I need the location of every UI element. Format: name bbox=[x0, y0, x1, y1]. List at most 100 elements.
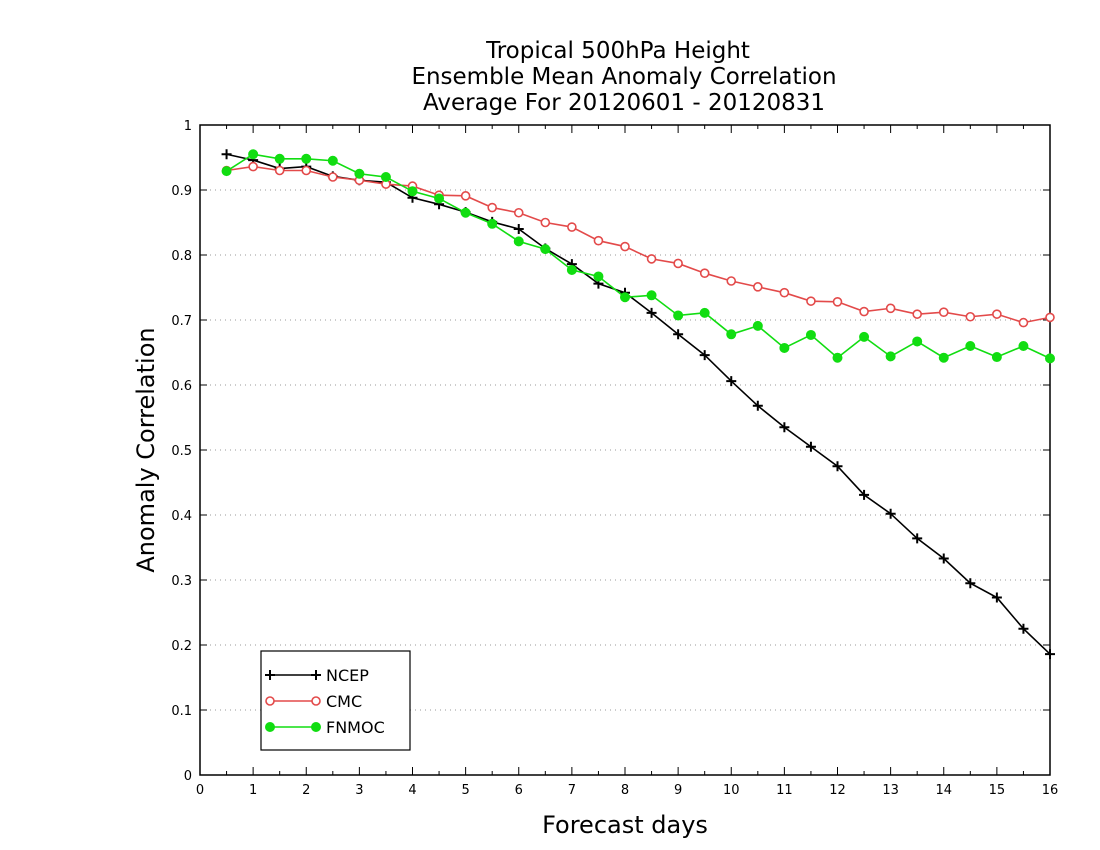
point-cmc bbox=[460, 191, 471, 201]
point-fnmoc bbox=[1045, 353, 1055, 364]
x-tick-label: 12 bbox=[829, 783, 846, 798]
point-cmc bbox=[912, 309, 922, 319]
x-tick-label: 6 bbox=[515, 783, 523, 798]
x-axis-label: Forecast days bbox=[542, 811, 708, 839]
point-cmc bbox=[779, 287, 790, 298]
y-tick-label: 0.5 bbox=[171, 444, 192, 459]
point-ncep bbox=[726, 376, 737, 387]
title-line-3: Average For 20120601 - 20120831 bbox=[423, 90, 825, 116]
x-tick-label: 13 bbox=[882, 783, 899, 798]
title-line-1: Tropical 500hPa Height bbox=[485, 38, 750, 64]
x-tick-label: 8 bbox=[621, 783, 629, 798]
x-tick-label: 2 bbox=[302, 783, 310, 798]
point-cmc bbox=[1045, 312, 1055, 323]
point-fnmoc bbox=[248, 149, 259, 160]
legend-marker-fnmoc bbox=[265, 722, 275, 732]
x-tick-label: 1 bbox=[249, 783, 257, 798]
x-tick-label: 14 bbox=[935, 783, 952, 798]
point-cmc bbox=[673, 258, 683, 269]
point-cmc bbox=[885, 303, 896, 314]
x-tick-label: 0 bbox=[196, 783, 204, 798]
point-ncep bbox=[885, 508, 896, 519]
point-ncep bbox=[1045, 649, 1055, 660]
y-tick-label: 0.7 bbox=[171, 314, 192, 329]
x-tick-label: 3 bbox=[355, 783, 363, 798]
x-tick-label: 15 bbox=[989, 783, 1006, 798]
point-cmc bbox=[620, 241, 630, 252]
y-tick-label: 0.2 bbox=[171, 639, 192, 654]
series-fnmoc bbox=[221, 149, 1055, 364]
point-cmc bbox=[248, 161, 258, 172]
point-ncep bbox=[779, 422, 790, 433]
point-fnmoc bbox=[752, 320, 763, 331]
point-ncep bbox=[752, 400, 763, 411]
point-ncep bbox=[859, 489, 870, 500]
legend-marker-cmc bbox=[311, 696, 321, 706]
point-fnmoc bbox=[726, 329, 737, 340]
point-fnmoc bbox=[859, 331, 870, 342]
point-fnmoc bbox=[380, 172, 391, 182]
point-cmc bbox=[274, 165, 285, 176]
point-ncep bbox=[221, 149, 232, 160]
y-tick-label: 0.4 bbox=[171, 509, 192, 524]
point-fnmoc bbox=[460, 207, 471, 218]
point-cmc bbox=[699, 268, 710, 279]
x-tick-label: 11 bbox=[776, 783, 793, 798]
x-tick-label: 5 bbox=[461, 783, 469, 798]
point-fnmoc bbox=[673, 310, 684, 321]
grid-lines bbox=[200, 189, 1050, 711]
legend-marker-cmc bbox=[265, 696, 275, 706]
point-fnmoc bbox=[885, 351, 896, 362]
series-ncep bbox=[221, 149, 1055, 660]
point-fnmoc bbox=[646, 290, 657, 301]
point-cmc bbox=[567, 222, 577, 232]
x-tick-label: 10 bbox=[723, 783, 740, 798]
legend: NCEP CMC FNMOC bbox=[260, 650, 411, 751]
legend-marker-ncep bbox=[311, 670, 321, 680]
point-ncep bbox=[646, 307, 657, 318]
title-line-2: Ensemble Mean Anomaly Correlation bbox=[411, 64, 836, 90]
point-cmc bbox=[593, 235, 604, 246]
point-fnmoc bbox=[965, 341, 976, 351]
point-fnmoc bbox=[407, 186, 418, 197]
point-cmc bbox=[487, 202, 497, 213]
series-line-ncep bbox=[226, 153, 1051, 655]
y-tick-label: 1 bbox=[184, 119, 192, 134]
point-cmc bbox=[726, 276, 737, 286]
point-ncep bbox=[832, 461, 843, 472]
point-ncep bbox=[673, 329, 684, 340]
y-tick-label: 0.3 bbox=[171, 574, 192, 589]
point-cmc bbox=[753, 282, 763, 292]
point-ncep bbox=[991, 592, 1002, 603]
legend-label-fnmoc: FNMOC bbox=[326, 718, 385, 737]
y-tick-label: 0.6 bbox=[171, 379, 192, 394]
point-fnmoc bbox=[434, 193, 445, 204]
series-layer bbox=[221, 149, 1055, 660]
point-fnmoc bbox=[566, 264, 577, 275]
y-tick-label: 0.9 bbox=[171, 184, 192, 199]
legend-label-ncep: NCEP bbox=[326, 666, 369, 685]
point-fnmoc bbox=[991, 352, 1002, 363]
point-cmc bbox=[806, 296, 816, 306]
y-tick-label: 0 bbox=[184, 769, 192, 784]
chart-title: Tropical 500hPa Height Ensemble Mean Ano… bbox=[411, 38, 836, 116]
y-tick-label: 0.8 bbox=[171, 249, 192, 264]
point-ncep bbox=[699, 350, 710, 361]
point-cmc bbox=[513, 207, 524, 218]
point-cmc bbox=[832, 296, 843, 307]
x-tick-label: 16 bbox=[1042, 783, 1059, 798]
point-fnmoc bbox=[221, 166, 232, 177]
point-ncep bbox=[912, 533, 923, 544]
point-fnmoc bbox=[699, 307, 710, 318]
point-fnmoc bbox=[1018, 341, 1029, 351]
point-cmc bbox=[540, 217, 551, 228]
point-fnmoc bbox=[274, 153, 285, 164]
point-cmc bbox=[646, 254, 657, 264]
x-tick-label: 9 bbox=[674, 783, 682, 798]
point-fnmoc bbox=[540, 244, 551, 255]
point-cmc bbox=[328, 172, 338, 182]
point-fnmoc bbox=[620, 292, 630, 303]
point-fnmoc bbox=[938, 352, 949, 363]
point-fnmoc bbox=[354, 168, 365, 179]
y-axis-label: Anomaly Correlation bbox=[132, 327, 160, 572]
